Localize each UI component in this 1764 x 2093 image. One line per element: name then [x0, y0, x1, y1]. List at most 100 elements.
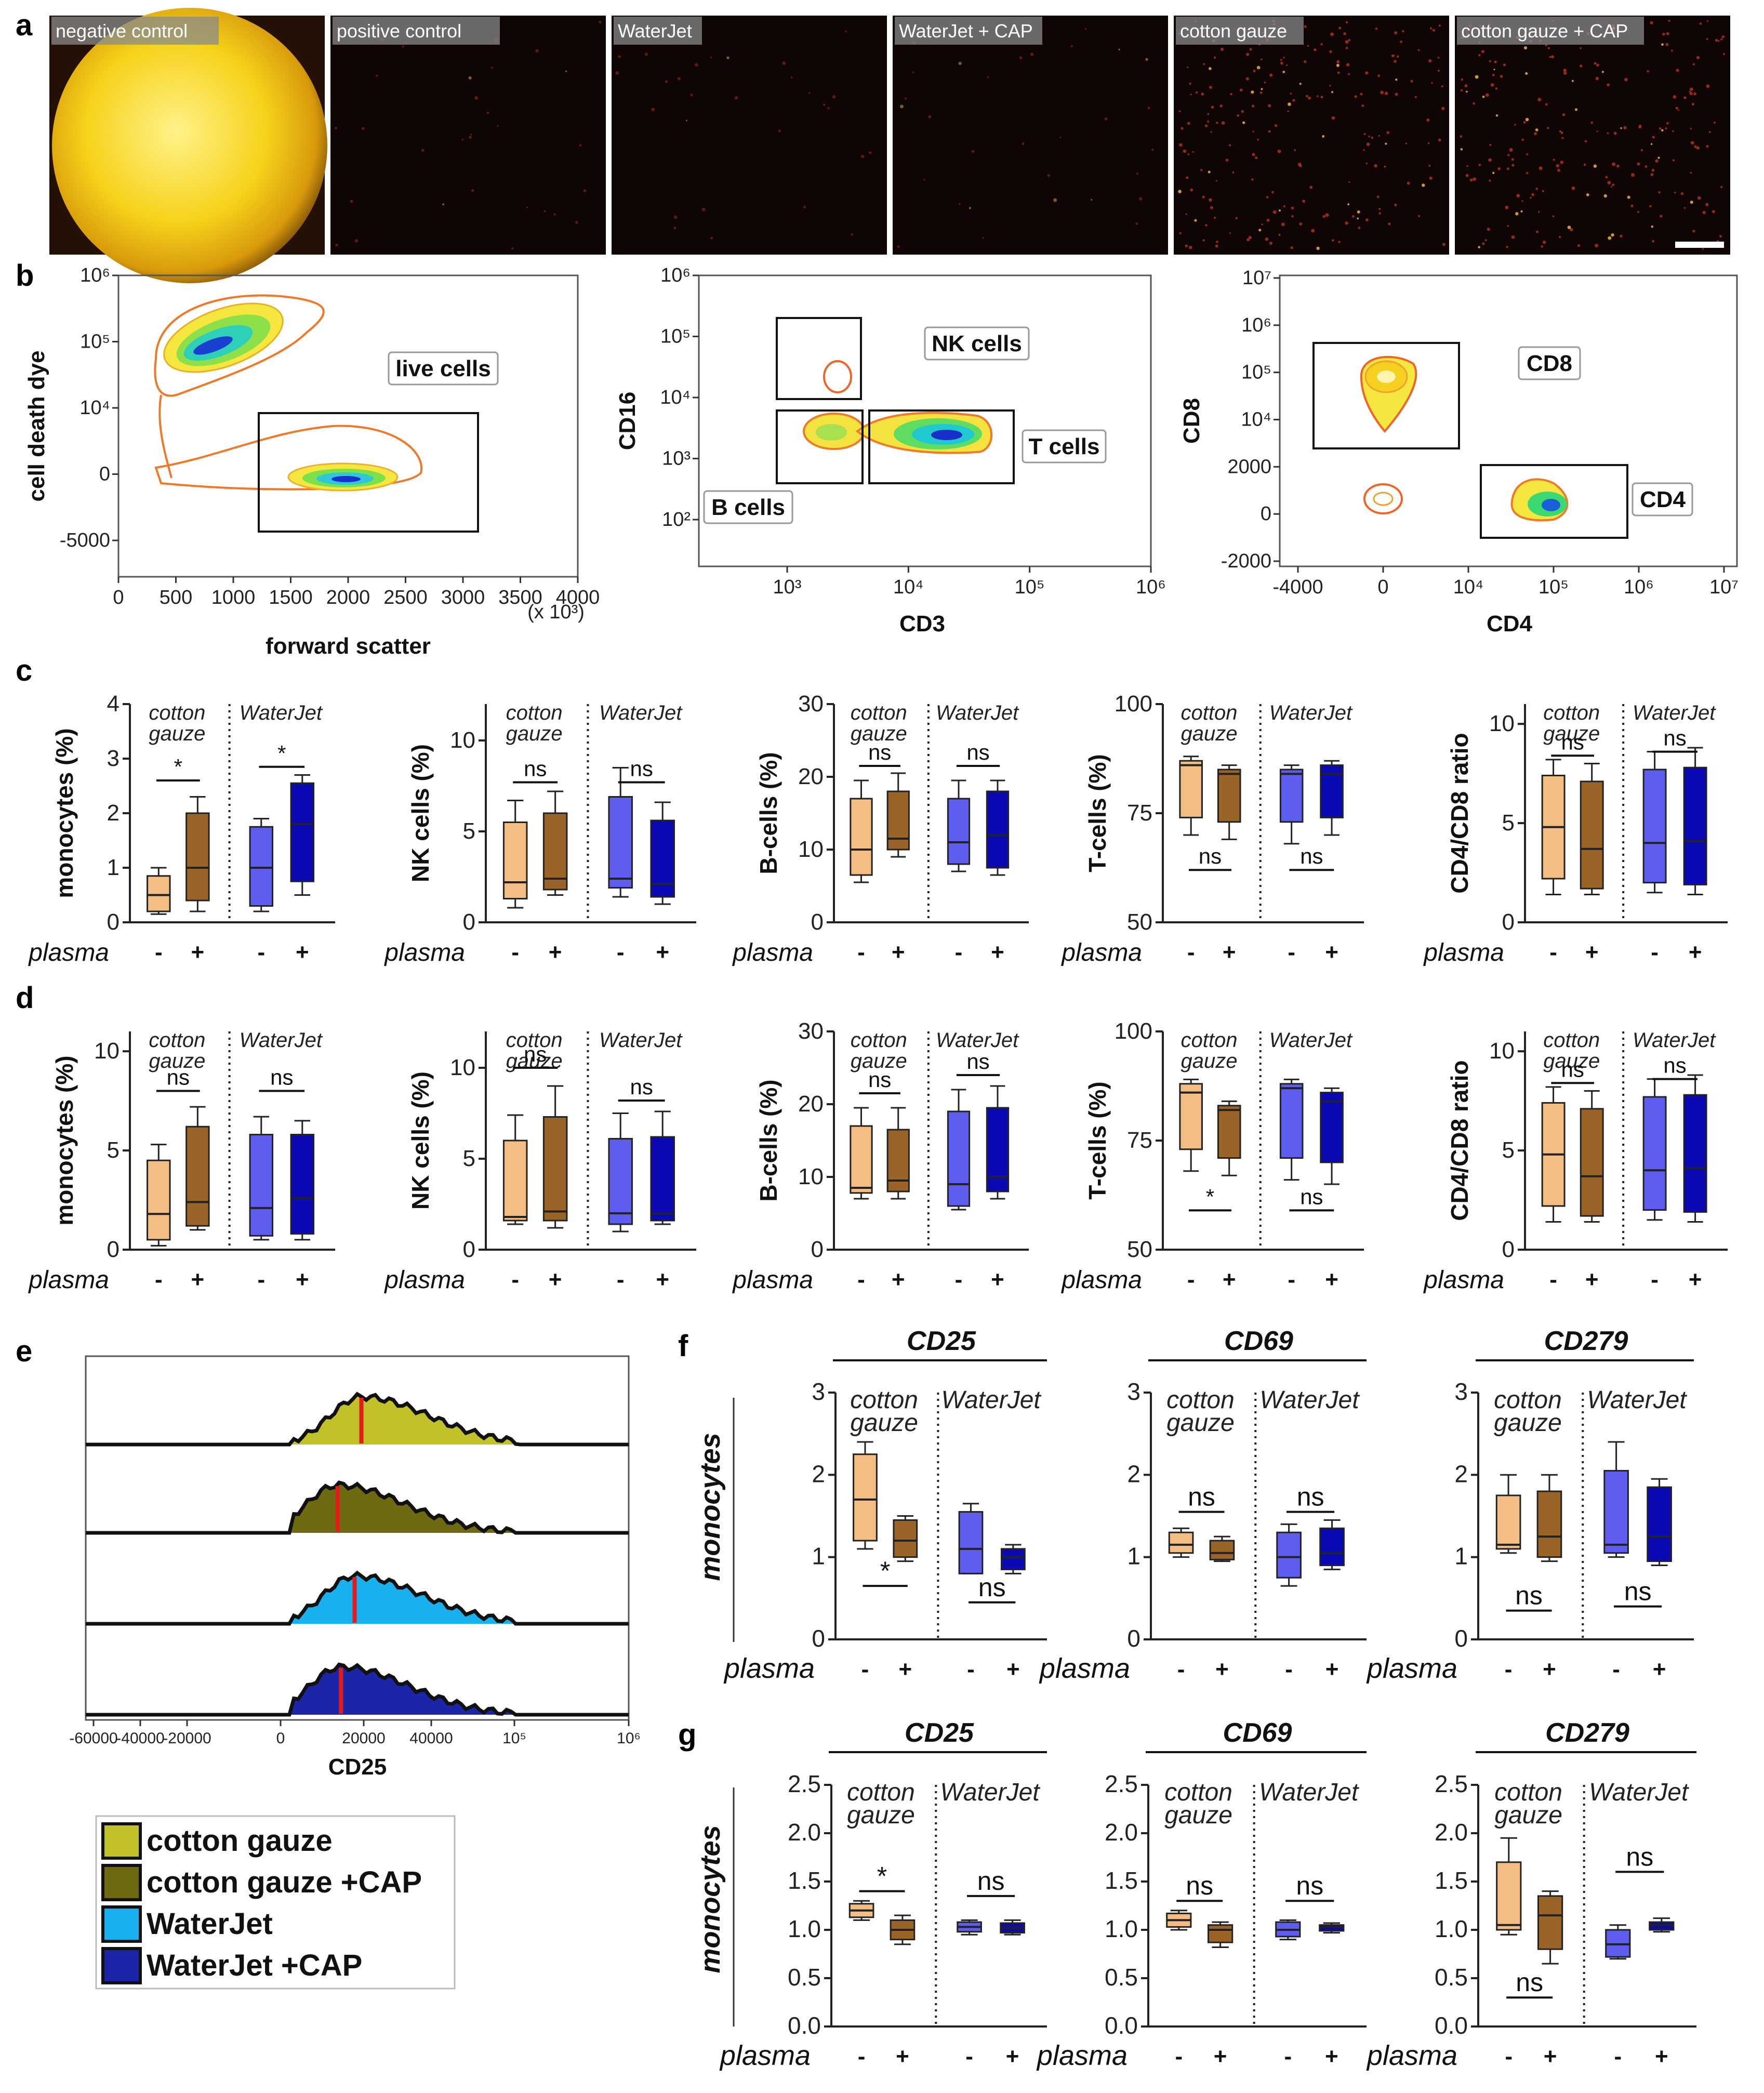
plot1-y-label: cell death dye: [24, 350, 49, 501]
sig-label: ns: [1186, 1871, 1213, 1900]
group-label-cotton: cotton: [850, 1386, 918, 1414]
gate-label-cd4: CD4: [1640, 487, 1686, 512]
group-label-cotton: cotton: [506, 1029, 563, 1052]
plasma-sign: -: [965, 2044, 973, 2069]
box-0: [1179, 1078, 1203, 1172]
group-label-gauze: gauze: [851, 722, 907, 745]
sig-label: ns: [1626, 1842, 1653, 1871]
box-3: [986, 1085, 1010, 1200]
sig-label: *: [174, 754, 182, 779]
group-label-cotton: cotton: [847, 1779, 915, 1806]
plasma-sign: +: [549, 939, 562, 965]
y-tick-label: 0.0: [788, 2012, 821, 2039]
plasma-sign: +: [991, 1267, 1004, 1292]
plasma-sign: -: [1612, 1657, 1620, 1682]
sig-label: ns: [1561, 1057, 1584, 1081]
y-tick-label: 1.0: [1105, 1915, 1138, 1942]
group-label-cotton: cotton: [851, 1029, 907, 1052]
box-1: [185, 796, 210, 912]
y-tick-label: 10⁴: [79, 397, 110, 419]
y-tick-label: 75: [1127, 1128, 1152, 1153]
plasma-label: plasma: [1366, 2040, 1457, 2071]
group-label-waterjet: WaterJet: [1269, 1029, 1353, 1052]
group-label-waterjet: WaterJet: [1259, 1386, 1360, 1414]
plasma-sign: +: [1214, 2044, 1227, 2069]
f-row-label: monocytes: [695, 1433, 726, 1581]
thumbnail-1: positive control: [330, 16, 606, 255]
legend-item-2: WaterJet: [101, 1905, 273, 1943]
box-1: [893, 1515, 918, 1562]
y-tick-label: 10: [1489, 711, 1515, 736]
sig-label: ns: [1199, 844, 1222, 868]
plasma-sign: -: [1651, 939, 1659, 965]
thumbnail-5: cotton gauze + CAP: [1455, 16, 1730, 255]
plasma-label: plasma: [28, 1266, 109, 1294]
plasma-label: plasma: [1423, 939, 1504, 966]
group-label-cotton: cotton: [851, 701, 907, 724]
y-tick-label: 2.5: [788, 1770, 821, 1797]
marker-header: CD69: [1223, 1718, 1292, 1748]
y-tick-label: 10⁵: [1241, 362, 1271, 383]
group-label-waterjet: WaterJet: [1259, 1779, 1359, 1806]
plot1-x-label: forward scatter: [266, 633, 431, 659]
group-label-waterjet: WaterJet: [599, 1029, 683, 1052]
group-label-waterjet: WaterJet: [940, 1779, 1040, 1806]
plasma-sign: -: [1549, 1267, 1557, 1292]
y-tick-label: 10⁶: [660, 264, 691, 286]
plasma-label: plasma: [1036, 2040, 1128, 2071]
sig-label: ns: [868, 1067, 891, 1092]
group-label-gauze: gauze: [1164, 1801, 1232, 1829]
y-tick-label: 10³: [662, 448, 691, 470]
y-tick-label: 0: [99, 463, 110, 485]
plasma-sign: +: [1585, 939, 1599, 965]
box-1: [1217, 1100, 1241, 1176]
sig-label: ns: [1300, 844, 1323, 868]
box-3: [1683, 1074, 1707, 1223]
group-label-cotton: cotton: [1543, 1029, 1600, 1052]
x-tick-label: 10⁵: [1538, 576, 1569, 598]
sig-label: ns: [630, 1075, 653, 1099]
x-tick-label: 10⁴: [1453, 576, 1484, 598]
y-tick-label: 10⁴: [660, 387, 691, 408]
gate-label-b-cells: B cells: [711, 495, 785, 520]
x-tick-label: 0: [113, 587, 124, 608]
y-tick-label: 0: [1502, 1237, 1515, 1262]
gate-label-cd8: CD8: [1527, 351, 1572, 376]
group-label-waterjet: WaterJet: [240, 701, 323, 724]
plasma-sign: +: [1325, 2044, 1338, 2069]
group-label-cotton: cotton: [1166, 1386, 1235, 1414]
y-tick-label: 20: [798, 764, 824, 789]
gate-label-nk-cells: NK cells: [932, 331, 1022, 356]
x-tick-label: 10⁴: [893, 576, 924, 598]
plasma-sign: +: [296, 1267, 309, 1292]
plasma-sign: -: [617, 939, 625, 965]
plasma-sign: +: [896, 2044, 909, 2069]
plasma-label: plasma: [732, 939, 813, 966]
sig-label: ns: [1188, 1482, 1215, 1512]
y-tick-label: 2: [1127, 1460, 1140, 1487]
plot3-y-label: CD8: [1179, 398, 1204, 444]
y-tick-label: 2: [107, 800, 120, 826]
y-tick-label: 0.5: [1105, 1964, 1138, 1991]
y-tick-label: 0: [811, 909, 824, 935]
contour-lower: [154, 425, 423, 492]
y-axis-label: T-cells (%): [1084, 754, 1111, 872]
sig-label: ns: [1663, 726, 1686, 750]
group-label-cotton: cotton: [1181, 701, 1238, 724]
hist-x-tick: 20000: [342, 1730, 385, 1747]
plasma-sign: -: [1614, 2044, 1622, 2069]
y-tick-label: 0: [463, 909, 475, 935]
box-3: [1000, 1919, 1025, 1936]
plasma-sign: -: [1177, 1657, 1185, 1682]
box-1: [1217, 764, 1241, 840]
group-label-cotton: cotton: [1494, 1779, 1562, 1806]
thumbnail-2: WaterJet: [612, 16, 887, 255]
y-tick-label: 3: [107, 746, 120, 771]
y-tick-label: 2.5: [1435, 1770, 1468, 1797]
x-tick-label: 10³: [773, 576, 802, 598]
hist-series-2: [86, 1570, 629, 1626]
